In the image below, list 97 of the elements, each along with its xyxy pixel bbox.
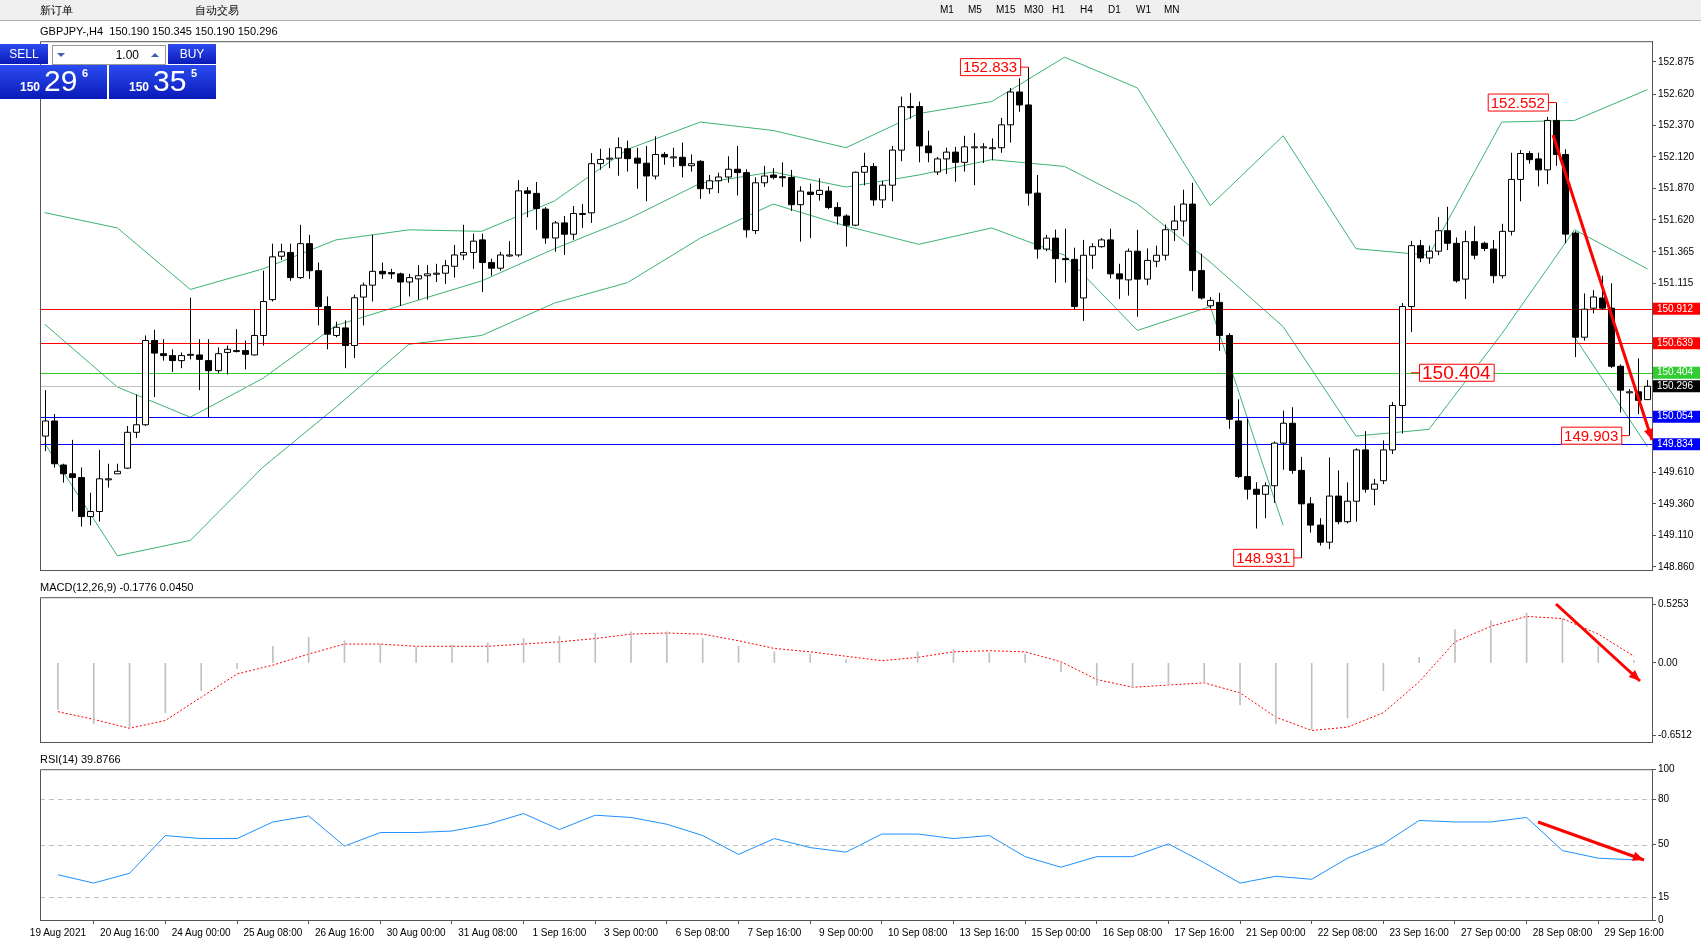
y-tick-label: 151.365 — [1658, 245, 1695, 257]
ref-line-label: 150.296 — [1657, 380, 1694, 392]
text: H4 — [1080, 4, 1093, 15]
candlestick — [524, 186, 531, 218]
y-tick-label: 50 — [1658, 838, 1670, 850]
candlestick — [1262, 481, 1269, 519]
annotation: 152.833 — [962, 58, 1018, 76]
annotation: 152.552 — [1490, 93, 1545, 111]
y-tick-label: 0 — [1658, 913, 1664, 925]
x-tick-label: 15 Sep 00:00 — [1031, 926, 1092, 938]
y-tick-label: 152.875 — [1658, 55, 1695, 67]
chart-title: RSI(14) 39.8766 — [40, 752, 121, 765]
candlestick — [1471, 225, 1478, 260]
annotation: BUY — [168, 44, 216, 64]
x-tick-label: 24 Aug 00:00 — [171, 926, 232, 938]
x-tick-label: 19 Aug 2021 — [29, 926, 87, 938]
x-tick-label: 9 Sep 00:00 — [819, 926, 874, 938]
text: M30 — [1024, 4, 1044, 15]
y-tick-label: 151.870 — [1658, 182, 1695, 194]
candlestick — [561, 215, 568, 256]
text: M5 — [968, 4, 982, 15]
x-tick-label: 17 Sep 16:00 — [1174, 926, 1235, 938]
ref-line-label: 150.912 — [1657, 302, 1694, 314]
annotation: 150 — [129, 80, 150, 94]
x-tick-label: 29 Sep 16:00 — [1604, 926, 1665, 938]
x-tick-label: 10 Sep 08:00 — [887, 926, 948, 938]
ref-line-label: 150.639 — [1657, 336, 1694, 348]
text: 自动交易 — [195, 3, 239, 18]
candlestick — [1244, 418, 1251, 500]
x-tick-label: 6 Sep 08:00 — [675, 926, 731, 938]
y-tick-label: 0.00 — [1658, 656, 1678, 668]
y-tick-label: 100 — [1658, 762, 1676, 774]
annotation: 35 — [153, 64, 187, 98]
text: M1 — [940, 4, 954, 15]
y-tick-label: 152.120 — [1658, 150, 1695, 162]
x-tick-label: 22 Sep 08:00 — [1317, 926, 1378, 938]
x-tick-label: 1 Sep 16:00 — [532, 926, 587, 938]
annotation: 5 — [191, 67, 198, 79]
annotation: 6 — [82, 67, 89, 79]
annotation: 149.903 — [1564, 426, 1619, 444]
x-tick-label: 21 Sep 00:00 — [1246, 926, 1307, 938]
candlestick — [151, 329, 158, 398]
candlestick — [133, 394, 140, 439]
annotation: 150 — [20, 80, 41, 94]
x-tick-label: 31 Aug 08:00 — [458, 926, 518, 938]
text: MN — [1164, 4, 1180, 15]
candlestick — [615, 136, 622, 177]
text: M15 — [996, 4, 1016, 15]
candlestick — [1444, 206, 1451, 251]
candlestick — [442, 259, 449, 285]
y-tick-label: -0.6512 — [1658, 728, 1693, 740]
y-tick-label: 152.370 — [1658, 119, 1695, 131]
text: SELL — [0, 44, 48, 64]
x-tick-label: 26 Aug 16:00 — [315, 926, 375, 938]
candlestick — [961, 135, 968, 173]
x-tick-label: 23 Sep 16:00 — [1389, 926, 1450, 938]
candlestick — [242, 340, 249, 370]
y-tick-label: 152.620 — [1658, 87, 1695, 99]
chart-title: GBPJPY-,H4 150.190 150.345 150.190 150.296 — [40, 24, 278, 37]
ref-line-label: 150.054 — [1657, 410, 1694, 422]
y-tick-label: 149.360 — [1658, 497, 1695, 509]
x-tick-label: 7 Sep 16:00 — [747, 926, 802, 938]
chart-title: MACD(12,26,9) -0.1776 0.0450 — [40, 580, 194, 593]
ref-line-label: 149.834 — [1657, 438, 1694, 450]
ref-line-label: 150.404 — [1657, 366, 1694, 378]
text: H1 — [1052, 4, 1065, 15]
candlestick — [196, 338, 203, 391]
text: W1 — [1136, 4, 1151, 15]
x-tick-label: 20 Aug 16:00 — [100, 926, 160, 938]
candlestick — [1307, 496, 1314, 534]
y-tick-label: 151.620 — [1658, 213, 1695, 225]
x-tick-label: 27 Sep 00:00 — [1461, 926, 1521, 938]
number-field: 1.00 — [52, 45, 166, 65]
text: D1 — [1108, 4, 1121, 15]
annotation: 29 — [44, 64, 78, 98]
y-tick-label: 80 — [1658, 793, 1670, 805]
y-tick-label: 149.610 — [1658, 466, 1695, 478]
line-series — [57, 615, 1635, 731]
x-tick-label: 3 Sep 00:00 — [604, 926, 659, 938]
y-tick-label: 15 — [1658, 891, 1670, 903]
x-tick-label: 25 Aug 08:00 — [243, 926, 303, 938]
annotation: 1.00 — [115, 48, 139, 62]
y-tick-label: 148.860 — [1658, 560, 1695, 572]
x-tick-label: 28 Sep 08:00 — [1532, 926, 1593, 938]
candlestick — [570, 205, 577, 241]
candlestick — [579, 203, 586, 229]
candlestick — [1089, 242, 1096, 270]
y-tick-label: 149.110 — [1658, 529, 1694, 541]
y-tick-label: 0.5253 — [1658, 598, 1690, 610]
text: 新订单 — [40, 3, 73, 18]
x-tick-label: 30 Aug 00:00 — [386, 926, 447, 938]
candlestick — [1435, 216, 1442, 256]
x-tick-label: 16 Sep 08:00 — [1102, 926, 1163, 938]
y-tick-label: 151.115 — [1658, 277, 1694, 289]
annotation: 150.404 — [1422, 361, 1492, 383]
x-tick-label: 13 Sep 16:00 — [959, 926, 1020, 938]
annotation: 148.931 — [1236, 548, 1291, 566]
